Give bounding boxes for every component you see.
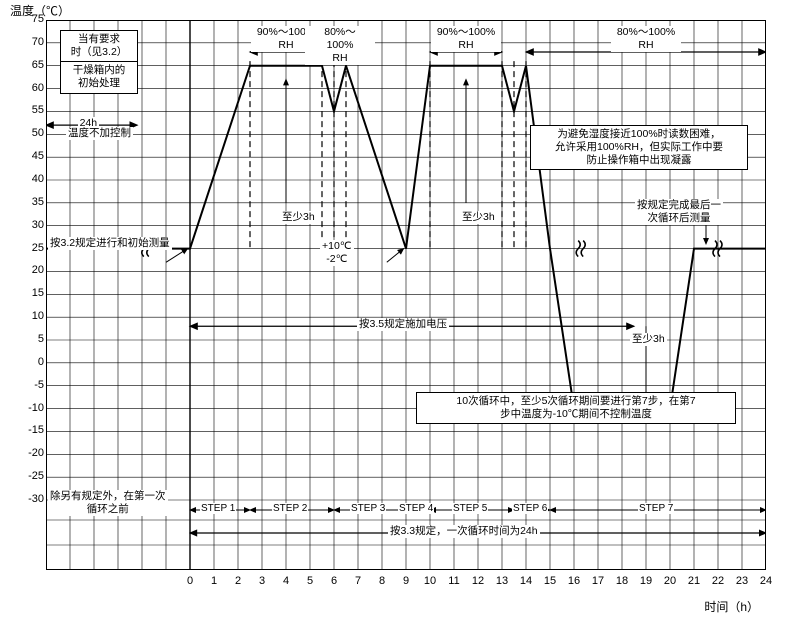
- label-cycle: 按3.3规定，一次循环时间为24h: [388, 525, 540, 538]
- y-tick: -30: [14, 493, 44, 505]
- plot-svg: [46, 20, 766, 570]
- x-tick: 14: [516, 575, 536, 587]
- x-tick: 22: [708, 575, 728, 587]
- step-label: STEP 3: [350, 503, 386, 514]
- y-tick: 20: [14, 264, 44, 276]
- x-tick: 9: [396, 575, 416, 587]
- x-tick: 8: [372, 575, 392, 587]
- label-atleast3h-c: 至少3h: [630, 333, 667, 346]
- label-precycle: 除另有规定外，在第一次循环之前: [48, 490, 168, 516]
- x-tick: 17: [588, 575, 608, 587]
- label-atleast3h-b: 至少3h: [460, 211, 497, 224]
- label-final-measure: 按规定完成最后一次循环后测量: [635, 199, 723, 225]
- y-tick: 0: [14, 356, 44, 368]
- x-tick: 7: [348, 575, 368, 587]
- x-tick: 6: [324, 575, 344, 587]
- x-tick: 20: [660, 575, 680, 587]
- x-axis-label: 时间（h）: [704, 598, 759, 615]
- y-tick: -10: [14, 402, 44, 414]
- y-tick: -20: [14, 447, 44, 459]
- label-atleast3h-a: 至少3h: [280, 211, 317, 224]
- y-tick: 45: [14, 150, 44, 162]
- rh-label: 80%～100% RH: [611, 26, 681, 52]
- y-tick: 30: [14, 219, 44, 231]
- y-tick: -15: [14, 424, 44, 436]
- x-tick: 18: [612, 575, 632, 587]
- y-tick: 40: [14, 173, 44, 185]
- y-tick: 55: [14, 104, 44, 116]
- y-tick: 75: [14, 13, 44, 25]
- box-humidity-note: 为避免湿度接近100%时读数困难，允许采用100%RH，但实际工作中要防止操作箱…: [530, 125, 748, 170]
- step-label: STEP 5: [452, 503, 488, 514]
- y-tick: 50: [14, 127, 44, 139]
- x-tick: 2: [228, 575, 248, 587]
- y-tick: -25: [14, 470, 44, 482]
- y-tick: -5: [14, 379, 44, 391]
- x-tick: 16: [564, 575, 584, 587]
- label-temptol: +10℃-2℃: [320, 240, 354, 266]
- chart-wrapper: 温度（℃） 时间（h） -30-25-20-15-10-505101520253…: [0, 0, 789, 617]
- rh-label: 90%～100%RH: [431, 26, 501, 52]
- label-initial-measure: 按3.2规定进行和初始测量: [48, 237, 172, 250]
- x-tick: 23: [732, 575, 752, 587]
- x-tick: 10: [420, 575, 440, 587]
- x-tick: 0: [180, 575, 200, 587]
- rh-label: 80%～100%RH: [305, 26, 375, 65]
- x-tick: 3: [252, 575, 272, 587]
- label-voltage: 按3.5规定施加电压: [357, 318, 449, 331]
- y-tick: 5: [14, 333, 44, 345]
- y-tick: 65: [14, 59, 44, 71]
- y-tick: 10: [14, 310, 44, 322]
- y-tick: 70: [14, 36, 44, 48]
- box-initial-handling: 当有要求时（见3.2）干燥箱内的初始处理: [60, 30, 138, 94]
- step-label: STEP 7: [638, 503, 674, 514]
- step-label: STEP 6: [512, 503, 548, 514]
- x-tick: 11: [444, 575, 464, 587]
- label-nocontrol: 温度不加控制: [66, 127, 133, 140]
- x-tick: 21: [684, 575, 704, 587]
- y-tick: 25: [14, 242, 44, 254]
- x-tick: 12: [468, 575, 488, 587]
- x-tick: 13: [492, 575, 512, 587]
- x-tick: 24: [756, 575, 776, 587]
- x-tick: 5: [300, 575, 320, 587]
- x-tick: 1: [204, 575, 224, 587]
- x-tick: 19: [636, 575, 656, 587]
- box-cycle-note: 10次循环中，至少5次循环期间要进行第7步，在第7步中温度为-10℃期间不控制温…: [416, 392, 736, 424]
- step-label: STEP 4: [398, 503, 434, 514]
- y-tick: 35: [14, 196, 44, 208]
- x-tick: 4: [276, 575, 296, 587]
- x-tick: 15: [540, 575, 560, 587]
- y-tick: 15: [14, 287, 44, 299]
- y-tick: 60: [14, 82, 44, 94]
- step-label: STEP 2: [272, 503, 308, 514]
- step-label: STEP 1: [200, 503, 236, 514]
